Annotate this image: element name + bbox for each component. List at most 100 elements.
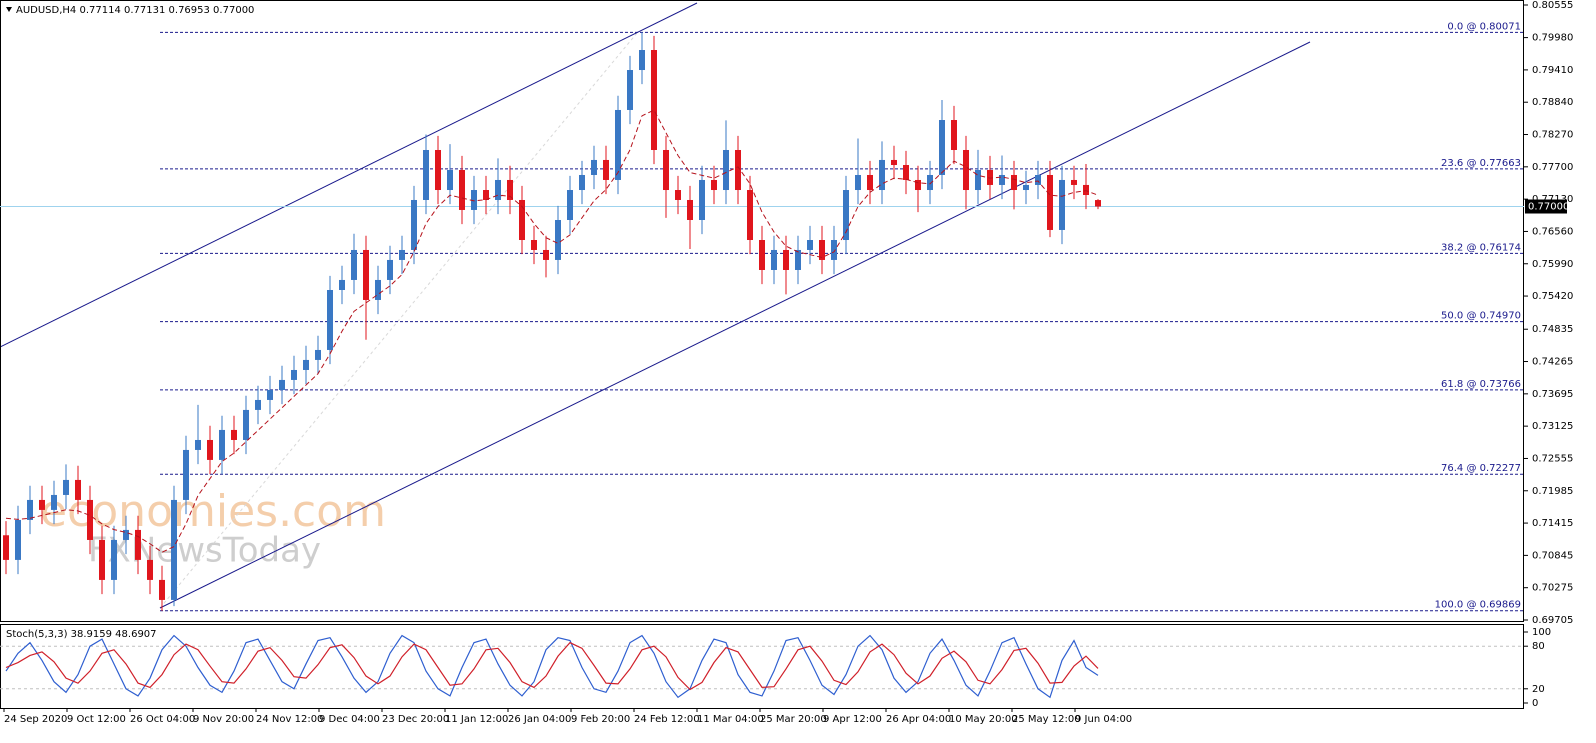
candle-body [699,179,705,220]
candle-body [627,70,633,110]
candle-body [327,289,333,350]
candle-body [351,249,357,280]
y-tick-label: 0.76560 [1532,226,1573,237]
symbol-title: AUDUSD,H4 0.77114 0.77131 0.76953 0.7700… [16,5,254,16]
candle-body [795,249,801,270]
candle-body [291,369,297,380]
candle-body [531,240,537,250]
candle-body [171,499,177,600]
candle-body [567,190,573,220]
watermark-text: economies.com [40,486,386,537]
candle-body [3,535,9,560]
stoch-line [5,641,1099,691]
x-tick-label: 9 Dec 04:00 [319,714,380,725]
x-tick-label: 9 Feb 20:00 [571,714,630,725]
main-frame [0,0,1524,622]
stoch-title: Stoch(5,3,3) 38.9159 48.6907 [6,629,157,640]
candle-body [855,174,861,191]
candle-body [279,379,285,390]
candle-body [159,579,165,600]
candle-body [771,249,777,270]
y-tick-label: 0.75990 [1532,259,1573,270]
x-tick-label: 24 Feb 12:00 [634,714,700,725]
candle-body [99,539,105,580]
y-tick-label: 20 [1532,684,1545,695]
stoch-frame [0,624,1524,709]
candle-body [639,50,645,71]
current-price-box [1525,199,1567,214]
y-tick-label: 0.80555 [1532,0,1573,11]
fib-label: 100.0 @ 0.69869 [1435,600,1521,611]
y-tick-label: 0.79980 [1532,33,1573,44]
x-tick-label: 23 Dec 20:00 [382,714,449,725]
candle-body [807,240,813,250]
candle-body [423,149,429,200]
x-tick-label: 24 Sep 2020 [4,714,67,725]
y-tick-label: 0.77700 [1532,162,1573,173]
candle-body [675,190,681,200]
candle-body [507,179,513,200]
candle-body [1035,174,1041,185]
y-tick-label: 80 [1532,641,1545,652]
candle-body [615,109,621,180]
candle-body [687,199,693,220]
candle-body [147,559,153,580]
current-price-label: 0.77000 [1528,202,1569,213]
candle-body [591,159,597,175]
candle-body [891,159,897,166]
candle-body [459,170,465,210]
candle-body [339,279,345,290]
x-tick-label: 9 Nov 20:00 [193,714,254,725]
y-tick-label: 0.71985 [1532,486,1573,497]
candle-body [87,499,93,540]
x-tick-label: 9 Jun 04:00 [1075,714,1132,725]
candle-body [879,159,885,191]
candle-body [903,165,909,180]
candle-body [75,479,81,500]
candle-body [303,359,309,370]
y-tick-label: 0.78270 [1532,130,1573,141]
candle-body [195,439,201,450]
x-tick-label: 25 May 12:00 [1012,714,1081,725]
candle-body [759,240,765,270]
candle-body [1059,179,1065,230]
fib-label: 76.4 @ 0.72277 [1441,463,1521,474]
candle-body [399,249,405,260]
candle-body [375,279,381,300]
candle-body [1071,179,1077,185]
channel-lower [159,41,1311,609]
candle-body [711,179,717,191]
moving-average [5,109,1099,553]
candle-body [603,159,609,180]
y-tick-label: 0.70845 [1532,550,1573,561]
candle-body [267,389,273,400]
fib-label: 0.0 @ 0.80071 [1447,21,1521,32]
candle-body [135,529,141,560]
y-tick-label: 0.74265 [1532,357,1573,368]
x-tick-label: 10 May 20:00 [949,714,1018,725]
candle-body [519,199,525,241]
y-tick-label: 0 [1532,698,1538,709]
y-tick-label: 100 [1532,627,1551,638]
menu-icon [6,7,12,12]
candle-body [651,50,657,150]
candle-body [39,499,45,510]
fib-label: 61.8 @ 0.73766 [1441,379,1521,390]
watermark-text: FXNewsToday [88,531,321,571]
candle-body [27,499,33,520]
x-tick-label: 24 Nov 12:00 [256,714,323,725]
x-tick-label: 26 Jan 04:00 [508,714,571,725]
y-tick-label: 0.71415 [1532,518,1573,529]
candle-body [411,199,417,250]
candle-body [1083,184,1089,195]
candle-body [363,249,369,300]
y-tick-label: 0.69705 [1532,615,1573,626]
x-tick-label: 11 Mar 04:00 [697,714,764,725]
candle-body [255,399,261,410]
x-tick-label: 9 Apr 12:00 [823,714,882,725]
candle-body [663,149,669,191]
candle-body [483,190,489,200]
candle-body [207,439,213,460]
